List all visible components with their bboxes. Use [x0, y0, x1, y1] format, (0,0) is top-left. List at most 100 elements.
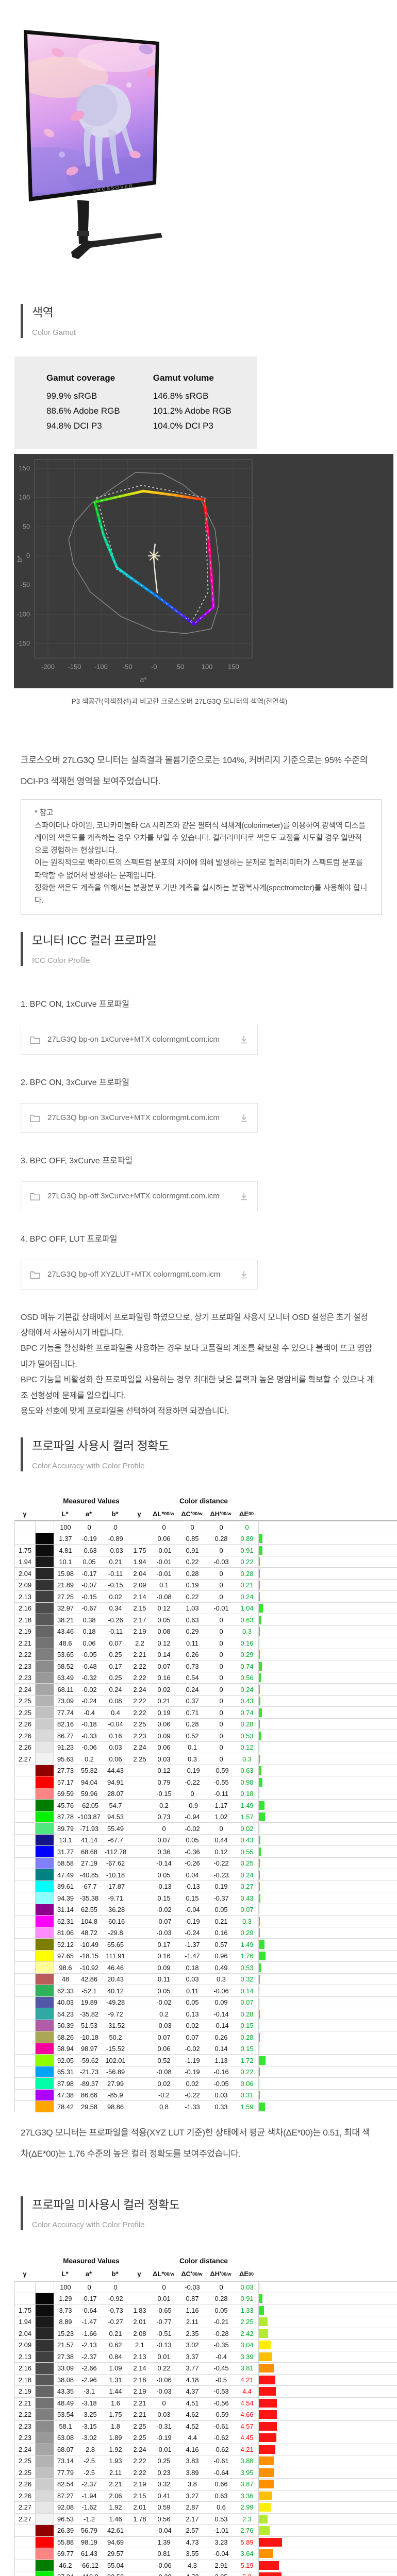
section-subtitle: Color Gamut [32, 328, 76, 337]
color-swatch [36, 1730, 54, 1741]
value-cell: 3.23 [214, 2538, 228, 2546]
value-cell: 0.06 [157, 1535, 171, 1543]
delta-e-bar-cell [258, 1707, 305, 1718]
value-cell: 0.3 [242, 1628, 252, 1636]
value-cell: -0.38 [150, 2571, 178, 2576]
value-cell: 2.23 [15, 2420, 36, 2432]
measurement-row: 2.27 95.63 0.2 0.06 2.25 0.03 0.3 0 0.3 [14, 1753, 397, 1765]
delta-e-bar-cell [258, 1811, 305, 1823]
monitor-illustration: CROSSOVER [24, 30, 162, 259]
value-cell: -0.16 [213, 2068, 229, 2076]
value-cell: -0.19 [156, 2434, 172, 2442]
delta-e-bar [259, 2009, 260, 2019]
note-line: 정확한 색온도 계측을 위해서는 분광분포 기반 계측을 실시하는 분광복사계(… [35, 884, 368, 905]
download-icon[interactable] [239, 1191, 249, 1201]
svg-text:-100: -100 [16, 610, 30, 618]
value-cell: 0.08 [109, 1697, 122, 1705]
value-cell: 2.23 [133, 1732, 146, 1740]
value-cell: 1.83 [133, 2306, 146, 2314]
profile-download-box[interactable]: 27LG3Q bp-on 3xCurve+MTX colormgmt.com.i… [21, 1103, 258, 1133]
svg-text:-200: -200 [41, 663, 55, 670]
value-cell: 2.22 [133, 2468, 146, 2477]
measurement-row: 2.21 48.49 -3.18 1.6 2.21 0 4.51 -0.56 4.54 [14, 2397, 397, 2409]
delta-e-bar-cell [258, 1904, 305, 1916]
value-cell: 4.21 [240, 2376, 254, 2384]
value-cell: 55.88 [57, 2538, 74, 2546]
profile-download-box[interactable]: 27LG3Q bp-on 1xCurve+MTX colormgmt.com.i… [21, 1024, 258, 1055]
color-swatch [36, 2101, 54, 2112]
value-cell: 0.53 [214, 2515, 228, 2523]
download-icon[interactable] [239, 1269, 249, 1280]
download-icon[interactable] [239, 1113, 249, 1123]
value-cell: 0.3 [188, 1755, 197, 1763]
delta-e-bar-cell [258, 1625, 305, 1637]
value-cell: 98.19 [80, 2538, 98, 2546]
value-cell [15, 1834, 36, 1846]
value-cell: 2.25 [15, 2467, 36, 2478]
value-cell: 61.43 [80, 2550, 98, 2558]
value-cell: 0.2 [159, 2010, 169, 2018]
value-cell: 3.04 [240, 2341, 254, 2349]
value-cell: 0.18 [82, 1628, 96, 1636]
value-cell: 4.51 [186, 2399, 199, 2407]
delta-e-bar [259, 2421, 277, 2431]
value-cell: 2.27 [15, 1753, 36, 1765]
color-swatch [36, 2409, 54, 2420]
value-cell: -0.59 [213, 1767, 229, 1775]
group-header-measured: Measured Values [63, 2257, 120, 2265]
profile-download-box[interactable]: 27LG3Q bp-off 3xCurve+MTX colormgmt.com.… [21, 1181, 258, 1211]
delta-e-bar [259, 1870, 260, 1879]
delta-e-bar [259, 1615, 261, 1624]
measurement-row: 1.37 -0.19 -0.89 0.06 0.85 0.28 0.89 [14, 1532, 397, 1545]
value-cell: 3.36 [240, 2492, 254, 2500]
color-swatch [36, 1753, 54, 1765]
profile-download-box[interactable]: 27LG3Q bp-off XYZLUT+MTX colormgmt.com.i… [21, 1259, 258, 1290]
value-cell: 82.16 [57, 1720, 74, 1728]
folder-icon [30, 1036, 40, 1044]
section-subtitle: Color Accuracy with Color Profile [32, 2220, 145, 2229]
value-cell: 0.28 [214, 2295, 228, 2303]
value-cell: 27.73 [57, 1767, 74, 1775]
folder-icon [30, 1114, 40, 1122]
value-cell: 46.2 [59, 2561, 72, 2569]
value-cell: 2.14 [133, 2364, 146, 2372]
value-cell: 0.19 [157, 1708, 171, 1717]
value-cell: 1.09 [109, 2364, 122, 2372]
value-cell: 4.4 [188, 2434, 197, 2442]
delta-e-bar [259, 2398, 277, 2408]
delta-e-bar [259, 2306, 264, 2315]
delta-e-bar [259, 1569, 260, 1578]
delta-e-bar [259, 2526, 270, 2535]
download-icon[interactable] [239, 1035, 249, 1045]
color-swatch [36, 2420, 54, 2432]
value-cell: 2.25 [15, 1695, 36, 1707]
value-cell: 0.28 [186, 1569, 199, 1578]
value-cell: 0.02 [157, 1685, 171, 1693]
value-cell: 0 [245, 1523, 249, 1531]
measurement-row: 13.1 41.14 -67.7 0.07 0.05 0.44 0.43 [14, 1834, 397, 1846]
color-swatch [36, 1788, 54, 1800]
value-cell: 2.42 [240, 2329, 254, 2337]
value-cell: 1.49 [240, 1801, 254, 1809]
color-swatch [36, 2444, 54, 2455]
value-cell: 0.07 [240, 1906, 254, 1914]
value-cell [129, 2101, 150, 2112]
value-cell: 2.09 [15, 1579, 36, 1591]
value-cell: 0.03 [109, 1743, 122, 1752]
value-cell: 0.05 [214, 2306, 228, 2314]
value-cell: 0.07 [157, 1836, 171, 1844]
value-cell: 0.19 [214, 1883, 228, 1891]
delta-e-bar-cell [258, 2536, 305, 2548]
value-cell [129, 2008, 150, 2020]
value-cell: 3.87 [240, 2480, 254, 2488]
value-cell: 0.62 [109, 2341, 122, 2349]
color-swatch [36, 1823, 54, 1834]
value-cell: 0.09 [157, 1963, 171, 1972]
value-cell: 3.88 [240, 2457, 254, 2465]
value-cell: -0.11 [108, 1628, 123, 1636]
delta-e-bar [259, 2572, 282, 2576]
delta-e-bar-cell [258, 1568, 305, 1579]
value-cell: 0.2 [159, 1801, 169, 1809]
delta-e-bar-cell [258, 1788, 305, 1800]
value-cell: -0.01 [156, 1558, 172, 1566]
